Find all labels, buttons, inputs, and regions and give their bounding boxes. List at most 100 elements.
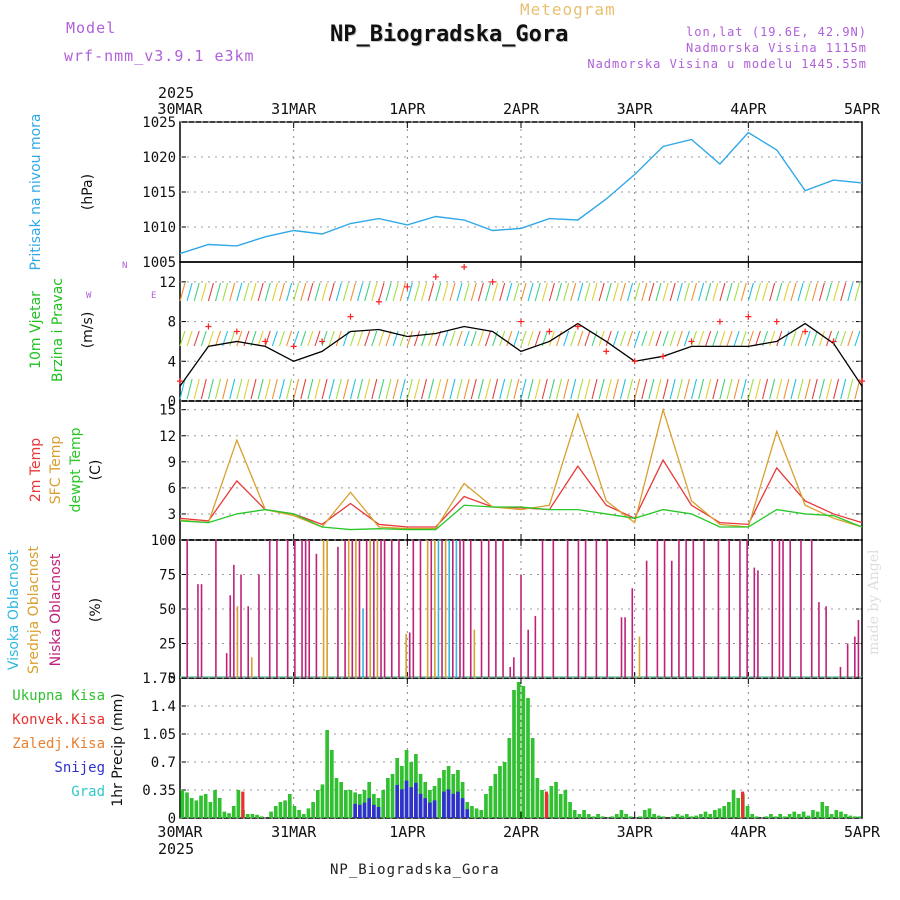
wind-barb-band [563,378,570,400]
wind-barb-band [371,378,378,400]
wind-barb-band [548,378,555,400]
altitude-text: Nadmorska Visina 1115m [686,41,867,55]
wind-barb-band [243,378,250,400]
precip-bar-total [213,790,217,818]
precip-bar-total [549,786,554,818]
wind-barb-band [214,282,222,302]
wind-barb-band [754,282,761,302]
wind-barb-band [399,282,406,302]
precip-bar-total [315,790,320,818]
wind-barb-band [229,378,236,400]
wind-barb-band [264,330,271,347]
wind-barb-band [747,330,754,347]
precip-bar-total [325,730,329,818]
wind-barb-band [435,282,442,302]
wind-barb-band [456,330,463,347]
precip-bar-total [540,790,544,818]
wind-barb-band [591,282,598,302]
wind-barb-band [740,330,747,347]
wind-gust-marker [802,328,809,335]
precip-bar-total [343,790,348,818]
wind-barb-band [605,282,612,302]
precip-bar-total [208,802,213,818]
wind-gust-marker [745,313,752,320]
wind-barb-band [634,282,641,302]
wind-barb-band [385,330,392,347]
wind-gust-marker [631,358,638,365]
wind-barb-band [769,330,776,347]
wind-barb-band [534,378,541,400]
wind-gust-marker [716,318,723,325]
precip-bar-total [301,814,306,818]
wind-barb-band [477,378,484,400]
wind-barb-band [456,282,463,302]
precip-bar-total [498,766,502,818]
wind-barb-band [570,378,577,400]
wind-gust-marker [518,318,524,325]
y-tick-label: 9 [168,455,176,471]
wind-barb-band [776,378,783,400]
wind-ylabel: 10m Vjetar [28,291,44,369]
wind-barb-band [754,378,761,400]
wind-barb-band [548,282,555,302]
wind-barb-band [499,378,506,400]
temp-line-2 [179,504,863,531]
temp-unit: (C) [88,460,104,481]
y-tick-label: 50 [159,602,176,618]
precip-bar-total [600,816,605,818]
wind-barb-band [818,378,825,400]
wind-barb-band [186,330,193,347]
wind-barb-band [712,378,719,400]
wind-barb-band [406,330,413,347]
y-tick-label: 1020 [142,150,176,166]
precip-bar-snow [456,791,460,818]
precip-bar-snow [460,798,465,818]
precip-bar-total [474,808,479,818]
wind-barb-band [179,282,186,302]
precip-bar-total [834,810,839,818]
wind-barb-band [385,378,392,400]
precip-bar-total [287,794,292,818]
y-tick-label: 15 [159,403,176,419]
wind-barb-band [570,330,577,347]
wind-barb-band [776,330,783,347]
precip-bar-total [259,816,264,818]
precip-bar-total [713,810,717,818]
precip-bar-conv [544,791,549,818]
precip-bar-total [222,811,227,818]
x-tick-label-bottom: 5APR [844,823,881,841]
y-tick-label: 0 [168,533,176,549]
precip-bar-snow [446,789,451,818]
precip-bar-total [610,816,614,818]
wind-barb-band [733,282,740,302]
precip-bar-total [731,790,736,818]
wind-barb-band [705,282,712,302]
precip-bar-total [390,774,395,818]
wind-barb-band [492,378,499,400]
precip-bar-total [642,810,647,818]
wind-barb-band [804,282,811,302]
precip-bar-snow [362,802,367,818]
y-tick-label: 8 [168,315,176,331]
precip-bar-total [591,816,596,818]
precip-bar-total [839,811,843,818]
wind-barb-band [435,378,442,400]
wind-barb-band [570,282,577,302]
wind-barb-band [698,378,705,400]
wind-barb-band [605,378,612,400]
wind-barb-band [456,378,463,400]
wind-barb-band [378,330,385,347]
wind-barb-band [520,330,527,347]
wind-barb-band [541,282,548,302]
precip-bar-total [624,814,628,818]
wind-barb-band [300,282,307,302]
wind-barb-band [214,378,222,400]
wind-barb-band [854,282,861,302]
precip-bar-total [755,816,759,818]
precip-bar-total [596,814,600,818]
wind-barb-band [371,330,378,347]
wind-barb-band [428,378,435,400]
precip-bar-total [684,814,689,818]
precip-bar-snow [395,785,400,818]
precip-bar-total [535,778,540,818]
